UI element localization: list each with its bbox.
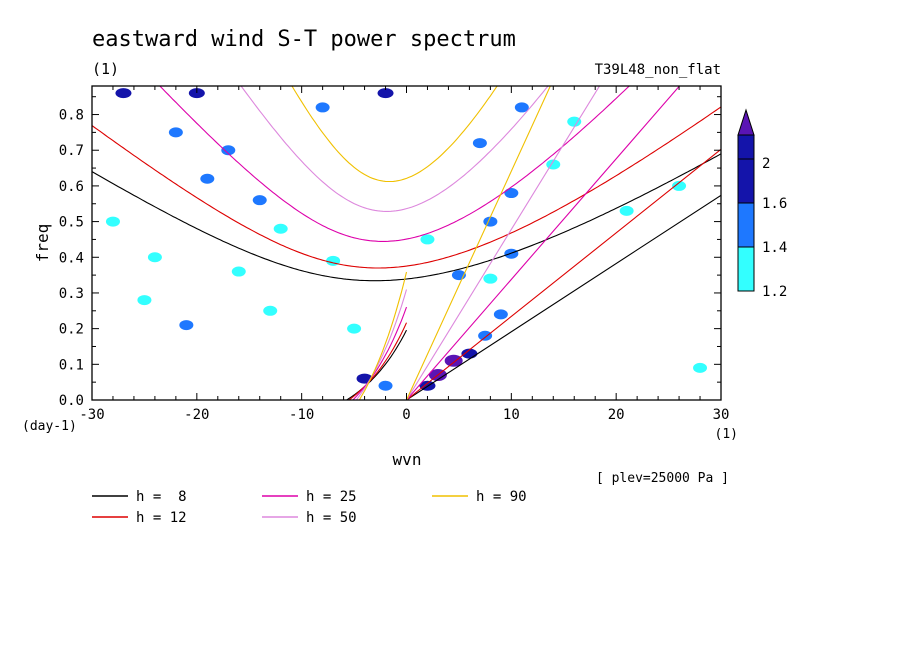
- x-tick-label: 10: [503, 407, 520, 423]
- legend-label-25: h = 25: [306, 489, 357, 505]
- x-axis-unit: (1): [715, 427, 738, 442]
- spectral-blob-31: [672, 180, 687, 191]
- y-tick-label: 0.7: [59, 143, 84, 159]
- spectral-blob-18: [504, 188, 519, 199]
- spectral-blob-layer: [105, 88, 708, 391]
- x-tick-label: -10: [289, 407, 314, 423]
- x-tick-label: 20: [608, 407, 625, 423]
- spectral-blob-30: [619, 205, 634, 216]
- chart-title: eastward wind S-T power spectrum: [92, 27, 516, 52]
- spectral-blob-4: [478, 330, 493, 341]
- axis-tick-layer: -30 -20 -10 0 10 20 30 0.0 0.1 0.2 0.3 0.4 0.5 0.6 0.7…: [59, 86, 730, 423]
- spectral-blob-20: [504, 248, 519, 259]
- ig-wave-curve-h50: [240, 86, 549, 212]
- spectral-blob-9: [221, 145, 236, 156]
- y-tick-label: 0.2: [59, 322, 84, 338]
- x-tick-label: 0: [402, 407, 410, 423]
- ig-wave-curve-h12: [92, 106, 721, 269]
- spectral-blob-36: [231, 266, 246, 277]
- spectral-blob-34: [347, 323, 362, 334]
- plot-frame: [91, 85, 722, 401]
- y-axis-label: freq: [33, 224, 52, 263]
- spectral-blob-12: [115, 88, 132, 99]
- colorbar-label: 1.4: [762, 240, 787, 256]
- spectral-blob-27: [105, 216, 120, 227]
- spectral-blob-33: [137, 295, 152, 306]
- colorbar-label: 1.2: [762, 284, 787, 300]
- legend-label-12: h = 12: [136, 510, 187, 526]
- colorbar-label: 1.6: [762, 196, 787, 212]
- chart-subtitle-left: (1): [92, 60, 119, 78]
- legend-label-50: h = 50: [306, 510, 357, 526]
- y-tick-label: 0.4: [59, 250, 84, 266]
- spectral-blob-23: [147, 252, 162, 263]
- spectral-blob-26: [263, 305, 278, 316]
- colorbar-segment-0: [737, 246, 755, 292]
- spectral-blob-7: [378, 380, 393, 391]
- kelvin-wave-line-h25: [406, 86, 681, 400]
- colorbar-segment-1: [737, 202, 755, 248]
- spectral-blob-15: [377, 88, 394, 99]
- y-tick-label: 0.1: [59, 357, 84, 373]
- mrg-wave-curve-h12: [348, 322, 408, 400]
- spectral-blob-29: [420, 234, 435, 245]
- kelvin-wave-line-h90: [405, 86, 551, 400]
- colorbar: 1.2 1.4 1.6 2: [737, 108, 787, 300]
- colorbar-top-triangle: [737, 108, 755, 136]
- y-tick-label: 0.0: [59, 393, 84, 409]
- legend-label-90: h = 90: [476, 489, 527, 505]
- spectral-blob-5: [493, 309, 508, 320]
- kelvin-wave-line-h8: [406, 194, 721, 400]
- mrg-wave-curve-h50: [355, 289, 408, 400]
- mrg-wave-curve-h25: [352, 306, 408, 400]
- y-tick-label: 0.5: [59, 215, 84, 231]
- mrg-wave-curve-h90: [358, 271, 408, 400]
- colorbar-segment-3: [737, 134, 755, 160]
- chart-subtitle-right: T39L48_non_flat: [595, 62, 721, 78]
- spectral-blob-17: [514, 102, 529, 113]
- x-tick-label: -20: [184, 407, 209, 423]
- dispersion-curve-layer: [92, 86, 721, 400]
- colorbar-label: 2: [762, 156, 770, 172]
- colorbar-segment-2: [737, 158, 755, 204]
- spectral-blob-28: [273, 223, 288, 234]
- y-tick-label: 0.8: [59, 108, 84, 124]
- plev-annotation: [ plev=25000 Pa ]: [596, 471, 729, 486]
- y-tick-label: 0.6: [59, 179, 84, 195]
- kelvin-wave-line-h12: [406, 148, 721, 400]
- spectral-blob-1: [444, 354, 463, 367]
- y-axis-unit: (day-1): [22, 419, 77, 434]
- x-tick-label: -30: [79, 407, 104, 423]
- kelvin-wave-line-h50: [406, 86, 601, 400]
- spectral-blob-10: [252, 195, 267, 206]
- spectral-blob-25: [179, 320, 194, 331]
- spectral-blob-37: [693, 362, 708, 373]
- legend-label-8: h = 8: [136, 489, 187, 505]
- x-tick-label: 30: [713, 407, 730, 423]
- spectral-blob-11: [168, 127, 183, 138]
- spectral-blob-8: [200, 173, 215, 184]
- x-axis-label: wvn: [393, 450, 422, 469]
- ig-wave-curve-h25: [159, 86, 631, 242]
- spectral-blob-16: [472, 138, 487, 149]
- curve-legend: h = 8 h = 12 h = 25 h = 50 h = 90: [92, 489, 527, 526]
- spectral-blob-35: [567, 116, 582, 127]
- mrg-wave-curve-h8: [345, 329, 407, 400]
- ig-wave-curve-h8: [92, 153, 721, 282]
- ig-wave-curve-h90: [291, 86, 498, 183]
- spectral-blob-14: [315, 102, 330, 113]
- spectral-blob-13: [188, 88, 205, 99]
- spectral-blob-22: [483, 273, 498, 284]
- y-tick-label: 0.3: [59, 286, 84, 302]
